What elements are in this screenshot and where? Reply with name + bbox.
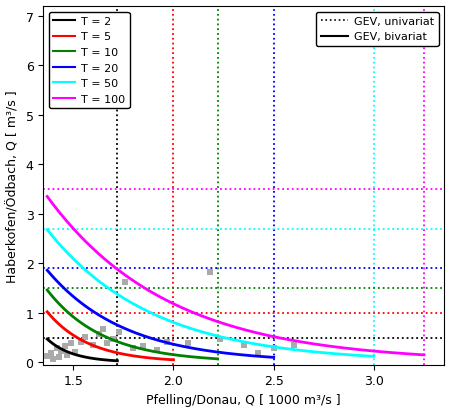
Point (50, 356, 57, 363)
Point (58, 348, 65, 355)
Point (72, 349, 79, 356)
Point (240, 342, 247, 349)
Point (216, 335, 223, 342)
Point (48, 350, 55, 357)
Point (140, 343, 147, 350)
Point (254, 350, 261, 357)
Point (206, 269, 213, 276)
Legend: GEV, univariat, GEV, bivariat: GEV, univariat, GEV, bivariat (316, 12, 438, 47)
Point (82, 333, 89, 340)
Point (290, 342, 297, 349)
Point (68, 340, 75, 347)
Point (104, 339, 111, 346)
Point (64, 352, 71, 358)
Point (62, 343, 69, 350)
Point (116, 328, 123, 335)
Point (90, 342, 97, 349)
X-axis label: Pfelling/Donau, Q [ 1000 m³/s ]: Pfelling/Donau, Q [ 1000 m³/s ] (146, 393, 341, 406)
Point (184, 340, 191, 347)
Point (130, 345, 137, 352)
Point (55, 354, 63, 361)
Point (44, 353, 51, 360)
Point (164, 338, 171, 345)
Point (122, 279, 129, 286)
Point (100, 325, 107, 332)
Point (78, 338, 85, 345)
Y-axis label: Haberkofen/Ödbach, Q [ m³/s ]: Haberkofen/Ödbach, Q [ m³/s ] (7, 90, 20, 282)
Point (154, 347, 161, 354)
Point (54, 345, 61, 352)
Point (110, 335, 117, 342)
Point (270, 345, 277, 352)
Point (96, 330, 103, 337)
